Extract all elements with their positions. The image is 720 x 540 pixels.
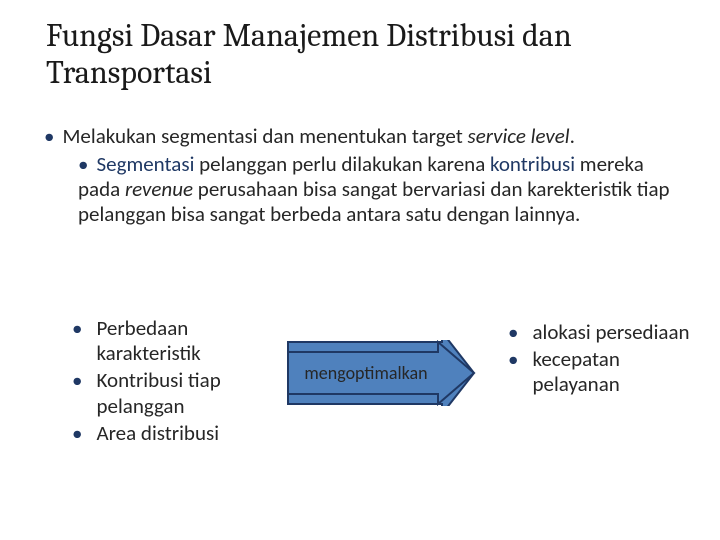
sub-part1: pelanggan perlu dilakukan karena — [194, 151, 490, 177]
list-item: • Area distribusi — [72, 421, 282, 446]
sub-bullet: • Segmentasi pelanggan perlu dilakukan ka… — [78, 152, 678, 228]
bullet-dot: • — [44, 123, 54, 149]
main-bullet-emph: service level — [468, 123, 570, 149]
main-bullet-text-2: . — [570, 123, 575, 149]
sub-lead: Segmentasi — [96, 151, 194, 177]
bullet-dot: • — [72, 368, 82, 418]
bullet-dot: • — [72, 316, 82, 366]
arrow-label: mengoptimalkan — [286, 340, 446, 406]
main-bullet-text-1: Melakukan segmentasi dan menentukan targ… — [62, 123, 467, 149]
list-item: • Perbedaan karakteristik — [72, 316, 282, 366]
bullet-dot: • — [508, 320, 518, 345]
list-item: • alokasi persediaan — [508, 320, 698, 345]
arrow-callout: mengoptimalkan — [286, 340, 476, 406]
bullet-dot: • — [78, 151, 88, 177]
main-bullet: • Melakukan segmentasi dan menentukan tar… — [44, 124, 684, 149]
bullet-dot: • — [72, 421, 82, 446]
slide-title: Fungsi Dasar Manajemen Distribusi dan Tr… — [46, 18, 666, 92]
sub-lead2: kontribusi — [490, 151, 575, 177]
right-bullet-list: • alokasi persediaan • kecepatan pelayanan — [508, 320, 698, 400]
list-item: • Kontribusi tiap pelanggan — [72, 368, 282, 418]
list-item-label: Area distribusi — [96, 421, 219, 446]
list-item-label: Kontribusi tiap pelanggan — [96, 368, 282, 418]
sub-ital: revenue — [125, 176, 193, 202]
left-bullet-list: • Perbedaan karakteristik • Kontribusi tia… — [72, 316, 282, 448]
bullet-dot: • — [508, 347, 518, 397]
list-item-label: kecepatan pelayanan — [532, 347, 698, 397]
list-item-label: Perbedaan karakteristik — [96, 316, 282, 366]
list-item-label: alokasi persediaan — [532, 320, 689, 345]
list-item: • kecepatan pelayanan — [508, 347, 698, 397]
